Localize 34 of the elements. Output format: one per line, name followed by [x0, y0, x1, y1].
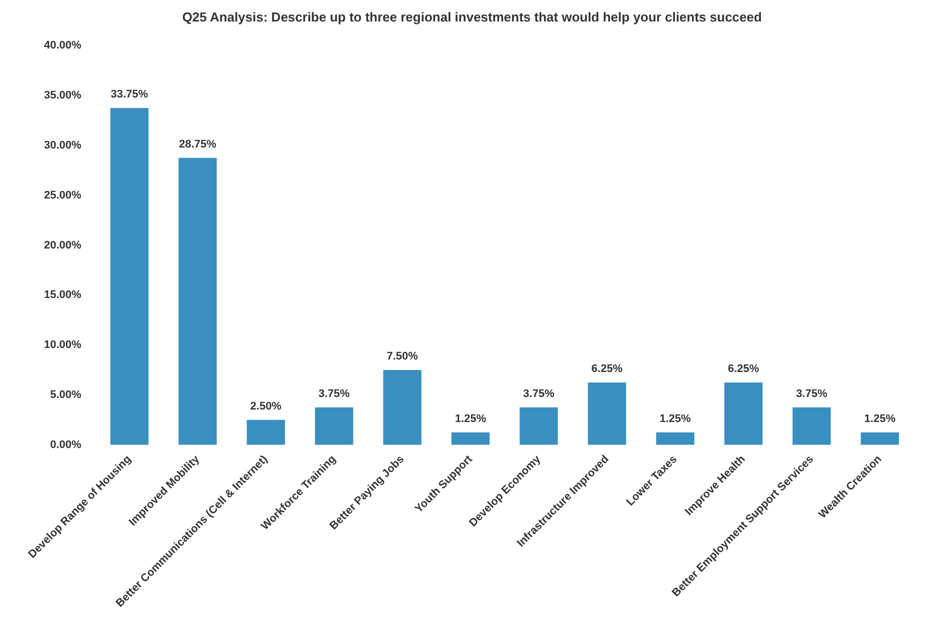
data-label: 1.25% [454, 412, 486, 425]
bar [860, 432, 899, 445]
bar [724, 382, 763, 445]
y-tick-label: 15.00% [44, 289, 82, 302]
y-tick-label: 20.00% [44, 239, 82, 252]
y-tick-label: 35.00% [44, 90, 82, 102]
bar [451, 432, 490, 445]
data-label: 3.75% [796, 388, 828, 400]
data-label: 7.50% [386, 350, 418, 363]
bar [656, 432, 694, 445]
y-tick-label: 30.00% [44, 139, 82, 152]
data-label: 2.50% [250, 400, 282, 412]
data-label: 6.25% [591, 363, 623, 376]
y-tick-label: 10.00% [44, 339, 82, 352]
bar [792, 407, 831, 445]
bar [520, 407, 558, 445]
chart-title: Q25 Analysis: Describe up to three regional investments that would help your clients succeed [182, 9, 762, 24]
data-label: 3.75% [523, 388, 555, 400]
bar [110, 108, 149, 445]
y-tick-label: 0.00% [50, 438, 82, 451]
data-label: 1.25% [864, 412, 896, 425]
bar [314, 407, 354, 445]
data-label: 1.25% [660, 412, 692, 425]
bar [178, 158, 217, 445]
bar [588, 382, 626, 445]
data-label: 3.75% [318, 388, 350, 400]
bar [246, 420, 285, 445]
data-label: 33.75% [110, 88, 148, 101]
bar [383, 370, 422, 445]
data-label: 6.25% [728, 363, 760, 376]
data-label: 28.75% [178, 138, 217, 150]
y-tick-label: 25.00% [44, 189, 82, 202]
y-tick-label: 5.00% [50, 388, 82, 401]
y-tick-label: 40.00% [44, 40, 82, 52]
